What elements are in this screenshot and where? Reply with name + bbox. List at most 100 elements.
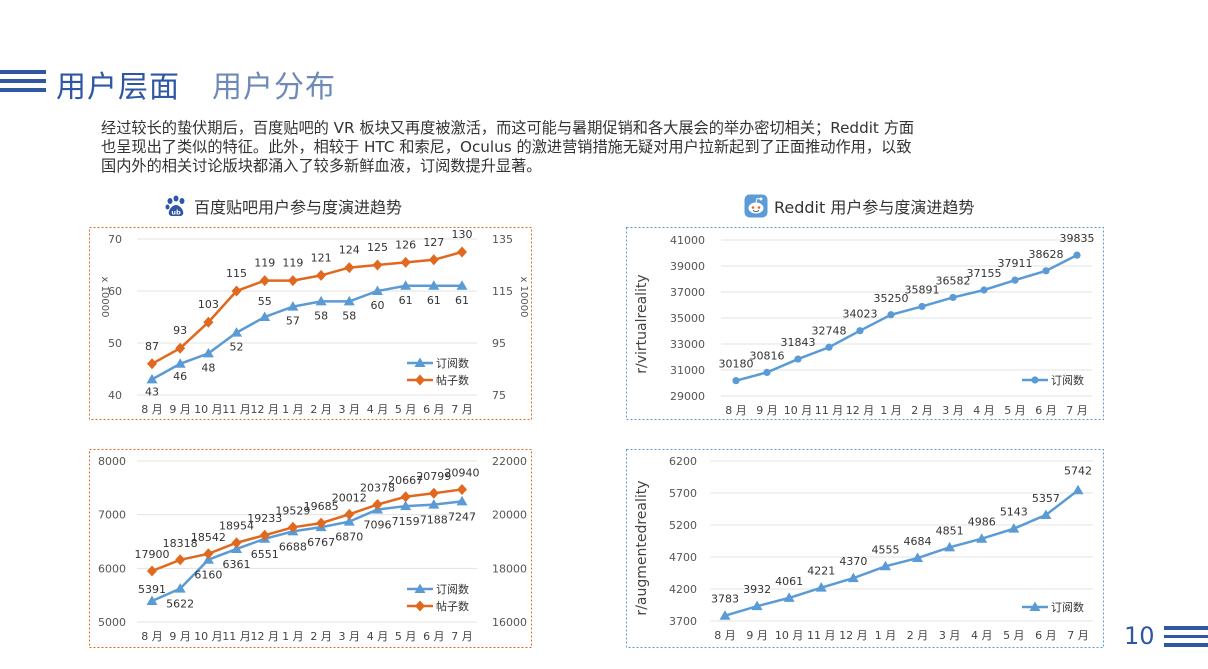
series-line [151, 500, 463, 603]
data-point [146, 595, 158, 606]
data-point [815, 582, 827, 592]
data-point [856, 327, 864, 335]
data-label: 35250 [874, 292, 909, 305]
x-tick-label: 1 月 [282, 403, 304, 416]
x-tick-label: 5 月 [395, 630, 417, 643]
data-point [400, 280, 412, 290]
x-tick-label: 6 月 [423, 630, 445, 643]
baidu-chart-heading: ub 百度贴吧用户参与度演进趋势 [164, 194, 402, 218]
y2-tick-label: 115 [492, 285, 513, 298]
data-point [1029, 601, 1041, 611]
x-tick-label: 1 月 [880, 404, 902, 417]
data-point [175, 342, 186, 354]
data-label: 18542 [191, 531, 226, 544]
data-point [763, 368, 771, 376]
x-tick-label: 6 月 [423, 403, 445, 416]
data-point [415, 600, 425, 612]
data-point [415, 374, 425, 386]
data-label: 4370 [839, 555, 867, 568]
data-point [1073, 251, 1081, 259]
data-point [912, 552, 924, 563]
chart-frame [89, 449, 532, 648]
x-tick-label: 8 月 [725, 404, 747, 417]
data-label: 7247 [448, 510, 476, 523]
data-label: 57 [286, 315, 300, 328]
chart-frame [626, 449, 1104, 648]
y-tick-label: 31000 [670, 364, 705, 377]
data-label: 124 [339, 244, 360, 257]
y2-tick-label: 20000 [492, 509, 527, 522]
x-tick-label: 5 月 [395, 403, 417, 416]
data-point [175, 554, 186, 566]
y-tick-label: 40 [108, 389, 122, 402]
x-tick-label: 12 月 [839, 629, 868, 642]
data-label: 4684 [904, 535, 932, 548]
x-tick-label: 9 月 [756, 404, 778, 417]
x-tick-label: 9 月 [169, 403, 191, 416]
x-tick-label: 10 月 [194, 403, 223, 416]
svg-text:ub: ub [171, 209, 181, 217]
data-label: 5357 [1032, 492, 1060, 505]
data-point [343, 516, 355, 526]
x-tick-label: 7 月 [451, 630, 473, 643]
data-label: 5391 [138, 583, 166, 596]
data-label: 58 [342, 309, 356, 322]
x-tick-label: 8 月 [141, 403, 163, 416]
x-tick-label: 3 月 [939, 629, 961, 642]
data-label: 61 [427, 294, 441, 307]
data-point [976, 533, 988, 543]
y-tick-label: 6000 [98, 562, 126, 575]
data-point [456, 495, 468, 506]
data-point [783, 592, 795, 602]
data-label: 6870 [335, 531, 363, 544]
x-tick-label: 3 月 [339, 403, 361, 416]
data-point [1011, 276, 1019, 284]
data-point [879, 560, 891, 571]
x-tick-label: 9 月 [746, 629, 768, 642]
data-label: 17900 [135, 548, 170, 561]
description-line: 经过较长的蛰伏期后，百度贴吧的 VR 板块又再度被激活，而这可能与暑期促销和各大… [101, 119, 915, 137]
data-label: 32748 [812, 324, 847, 337]
data-point [1031, 376, 1039, 384]
y-tick-label: 4200 [669, 583, 697, 596]
page-number: 10 [1124, 622, 1155, 650]
series-line [151, 488, 463, 573]
data-label: 20012 [332, 491, 367, 504]
x-tick-label: 10 月 [784, 404, 813, 417]
data-label: 39835 [1060, 232, 1095, 245]
y-tick-label: 5700 [669, 487, 697, 500]
data-point [1042, 267, 1050, 275]
x-tick-label: 11 月 [815, 404, 844, 417]
chart-frame [89, 227, 532, 420]
reddit-ar-chart: 3700 4200 4700 5200 5700 6200 r/augmentedreali… [626, 449, 1104, 648]
data-point [944, 541, 956, 552]
data-point [316, 517, 327, 529]
x-tick-label: 5 月 [1004, 404, 1026, 417]
data-point [751, 600, 763, 611]
x-tick-label: 4 月 [971, 629, 993, 642]
x-tick-label: 5 月 [1003, 629, 1024, 642]
data-point [980, 286, 988, 294]
data-label: 34023 [843, 308, 878, 321]
data-point [343, 295, 355, 306]
data-label: 37155 [967, 267, 1002, 280]
y-tick-label: 5000 [98, 616, 126, 629]
data-label: 20940 [445, 466, 480, 479]
data-label: 4851 [936, 524, 964, 537]
data-label: 3783 [711, 593, 739, 606]
data-point [202, 347, 214, 358]
x-tick-label: 2 月 [310, 403, 332, 416]
data-label: 4986 [968, 516, 996, 529]
data-label: 6361 [223, 558, 251, 571]
data-point [203, 548, 214, 560]
data-point [428, 254, 439, 266]
data-point [372, 259, 383, 271]
x-tick-label: 8 月 [141, 630, 163, 643]
x-tick-label: 3 月 [339, 630, 361, 643]
series-axis-label: r/augmentedreality [634, 480, 650, 615]
y-tick-label: 8000 [98, 455, 126, 468]
x-tick-label: 6 月 [1035, 629, 1057, 642]
data-point [400, 500, 412, 511]
x-tick-label: 12 月 [250, 403, 279, 416]
